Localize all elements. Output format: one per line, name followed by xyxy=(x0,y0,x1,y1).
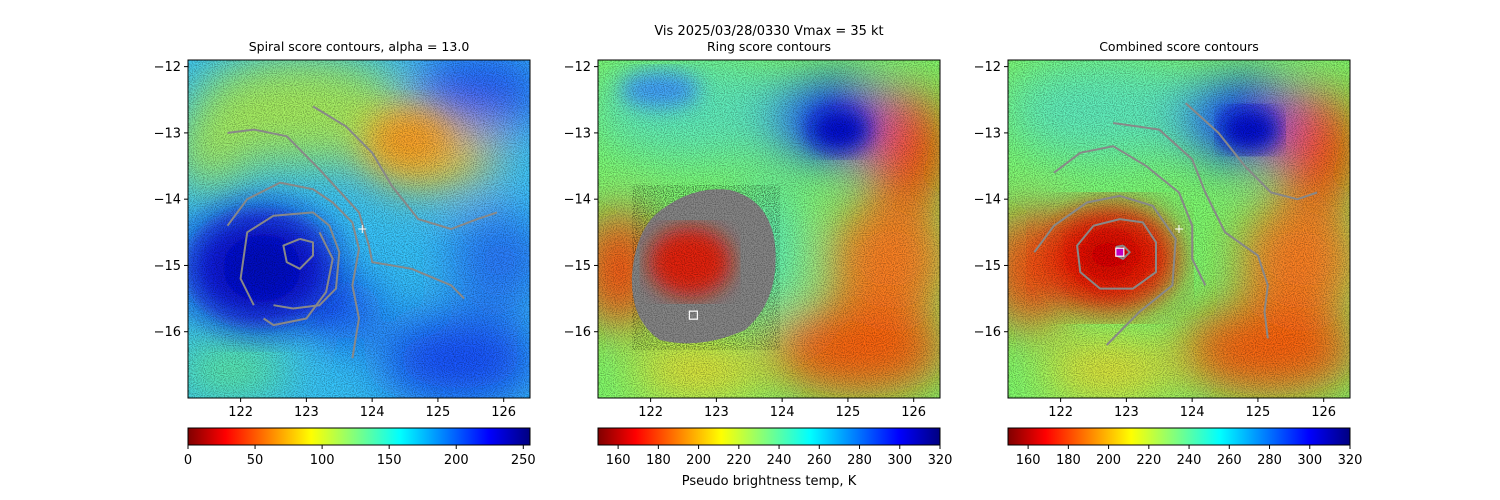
score-contour xyxy=(1033,194,1177,346)
y-tick-label: −12 xyxy=(974,60,1001,75)
x-tick-label: 124 xyxy=(360,405,385,420)
ring-region xyxy=(631,185,780,350)
x-tick-label: 124 xyxy=(770,405,795,420)
panel-title: Combined score contours xyxy=(1099,39,1259,54)
colorbar-tick-label: 160 xyxy=(1016,453,1041,468)
x-tick-label: 123 xyxy=(704,405,729,420)
panel-title: Spiral score contours, alpha = 13.0 xyxy=(249,39,470,54)
contour-layer xyxy=(1033,102,1318,346)
colorbar-tick-label: 260 xyxy=(807,453,832,468)
score-contour xyxy=(1113,122,1269,339)
score-contour xyxy=(239,211,341,310)
x-tick-label: 125 xyxy=(1246,405,1271,420)
x-tick-label: 123 xyxy=(1114,405,1139,420)
x-tick-label: 122 xyxy=(1048,405,1073,420)
square-marker xyxy=(688,310,698,320)
colorbar-tick-label: 240 xyxy=(767,453,792,468)
colorbar-tick-label: 320 xyxy=(1338,453,1363,468)
y-tick-label: −14 xyxy=(154,193,181,208)
x-tick-label: 126 xyxy=(901,405,926,420)
colorbar-tick-label: 200 xyxy=(686,453,711,468)
y-tick-label: −14 xyxy=(974,193,1001,208)
colorbar-ring: 160 180 200 220 240 260 280 300 320 Pseudo brigh… xyxy=(597,427,953,489)
x-tick-label: 123 xyxy=(294,405,319,420)
x-tick-label: 125 xyxy=(836,405,861,420)
colorbar-tick-label: 200 xyxy=(1096,453,1121,468)
score-contour xyxy=(1076,218,1157,290)
panel-title: Ring score contours xyxy=(707,39,831,54)
center-cross-marker xyxy=(358,225,367,233)
y-tick-label: −12 xyxy=(154,60,181,75)
colorbar-tick-label: 250 xyxy=(511,453,536,468)
colorbar-tick-label: 280 xyxy=(1257,453,1282,468)
square-marker xyxy=(1115,247,1125,257)
x-tick-label: 122 xyxy=(638,405,663,420)
axes-frame xyxy=(1007,59,1351,399)
axis-ticks: 122 123 124 125 126 −12 −13 −14 −15 −16 xyxy=(974,60,1337,420)
y-tick-label: −12 xyxy=(564,60,591,75)
markers xyxy=(1115,225,1183,257)
score-contour xyxy=(1053,145,1207,286)
colorbar-combined: 160 180 200 220 240 260 280 300 320 xyxy=(1007,427,1363,468)
axis-ticks: 122 123 124 125 126 −12 −13 −14 −15 −16 xyxy=(564,60,927,420)
colorbar-tick-label: 320 xyxy=(928,453,953,468)
axes-frame xyxy=(187,59,531,399)
x-tick-label: 126 xyxy=(1311,405,1336,420)
y-tick-label: −15 xyxy=(564,259,591,274)
colorbar-tick-label: 0 xyxy=(184,453,192,468)
colorbar-tick-label: 240 xyxy=(1177,453,1202,468)
axis-ticks: 122 123 124 125 126 −12 −13 −14 −15 −16 xyxy=(154,60,517,420)
y-tick-label: −13 xyxy=(564,126,591,141)
panel-combined: Combined score contours 122 123 xyxy=(974,39,1351,420)
markers xyxy=(358,225,367,233)
score-contour xyxy=(282,237,314,270)
colorbar-tick-label: 180 xyxy=(1056,453,1081,468)
score-contour xyxy=(1115,244,1131,260)
y-tick-label: −13 xyxy=(154,126,181,141)
colorbar-tick-label: 220 xyxy=(1136,453,1161,468)
colorbar-tick-label: 50 xyxy=(247,453,264,468)
figure-suptitle: Vis 2025/03/28/0330 Vmax = 35 kt xyxy=(654,24,883,39)
x-tick-label: 124 xyxy=(1180,405,1205,420)
colorbar-tick-label: 220 xyxy=(726,453,751,468)
y-tick-label: −15 xyxy=(154,259,181,274)
satellite-image xyxy=(1008,60,1350,398)
colorbar-tick-label: 160 xyxy=(606,453,631,468)
score-contour xyxy=(312,105,498,230)
colorbar-label: Pseudo brightness temp, K xyxy=(682,474,857,489)
colorbar-tick-label: 100 xyxy=(310,453,335,468)
colorbar-spiral: 0 50 100 150 200 250 xyxy=(184,427,536,468)
x-tick-label: 126 xyxy=(491,405,516,420)
axes-frame xyxy=(597,59,941,399)
x-tick-label: 125 xyxy=(426,405,451,420)
panel-ring: Ring score contours xyxy=(564,39,941,420)
colorbar-tick-label: 200 xyxy=(444,453,469,468)
markers xyxy=(688,310,698,320)
y-tick-label: −16 xyxy=(564,325,591,340)
score-contour xyxy=(226,181,360,359)
colorbar-tick-label: 150 xyxy=(377,453,402,468)
colorbar-tick-label: 260 xyxy=(1217,453,1242,468)
satellite-image xyxy=(188,60,530,398)
y-tick-label: −15 xyxy=(974,259,1001,274)
colorbar-tick-label: 300 xyxy=(887,453,912,468)
y-tick-label: −13 xyxy=(974,126,1001,141)
score-contour xyxy=(263,231,334,327)
score-contour xyxy=(1184,102,1318,201)
x-tick-label: 122 xyxy=(228,405,253,420)
y-tick-label: −14 xyxy=(564,193,591,208)
colorbar-tick-label: 280 xyxy=(847,453,872,468)
y-tick-label: −16 xyxy=(154,325,181,340)
center-cross-marker xyxy=(1175,225,1183,233)
colorbar-tick-label: 300 xyxy=(1297,453,1322,468)
y-tick-label: −16 xyxy=(974,325,1001,340)
colorbar-tick-label: 180 xyxy=(646,453,671,468)
panel-spiral: Spiral score contours, alpha = 13.0 xyxy=(154,39,531,420)
